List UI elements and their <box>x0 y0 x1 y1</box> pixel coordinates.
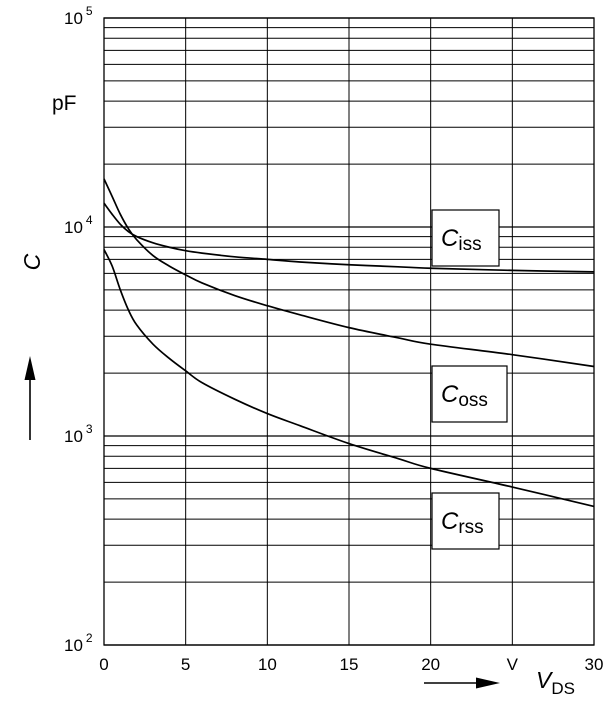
y-axis-arrow <box>24 356 36 440</box>
curves <box>103 178 595 508</box>
x-tick-label: 5 <box>181 655 190 674</box>
x-axis-label: VDS <box>536 667 575 698</box>
curve-crss <box>103 249 595 508</box>
curve-ciss <box>103 202 595 273</box>
x-tick-label: V <box>507 655 519 674</box>
x-tick-label: 0 <box>99 655 108 674</box>
series-label-crss: Crss <box>431 492 500 550</box>
x-tick-label: 20 <box>421 655 440 674</box>
x-tick-label: 10 <box>258 655 277 674</box>
plot-frame <box>103 17 595 646</box>
series-label-box <box>431 365 508 423</box>
series-label-text: Ciss <box>441 225 482 255</box>
x-tick-label: 15 <box>340 655 359 674</box>
series-label-ciss: Ciss <box>431 209 500 267</box>
x-tick-label: 30 <box>585 655 604 674</box>
y-tick-label: 10 4 <box>64 213 93 237</box>
series-label-box <box>431 209 500 267</box>
y-tick-label: 10 2 <box>64 631 93 655</box>
series-label-text: Crss <box>441 508 484 538</box>
y-unit-label: pF <box>52 92 77 115</box>
y-axis-label: C <box>19 253 45 270</box>
series-label-text: Coss <box>441 381 488 411</box>
x-axis-arrow <box>424 677 500 689</box>
series-label-box <box>431 492 500 550</box>
grid <box>103 17 595 646</box>
series-label-coss: Coss <box>431 365 508 423</box>
curve-coss <box>103 178 595 368</box>
y-tick-label: 10 5 <box>64 4 93 28</box>
y-tick-label: 10 3 <box>64 422 93 446</box>
